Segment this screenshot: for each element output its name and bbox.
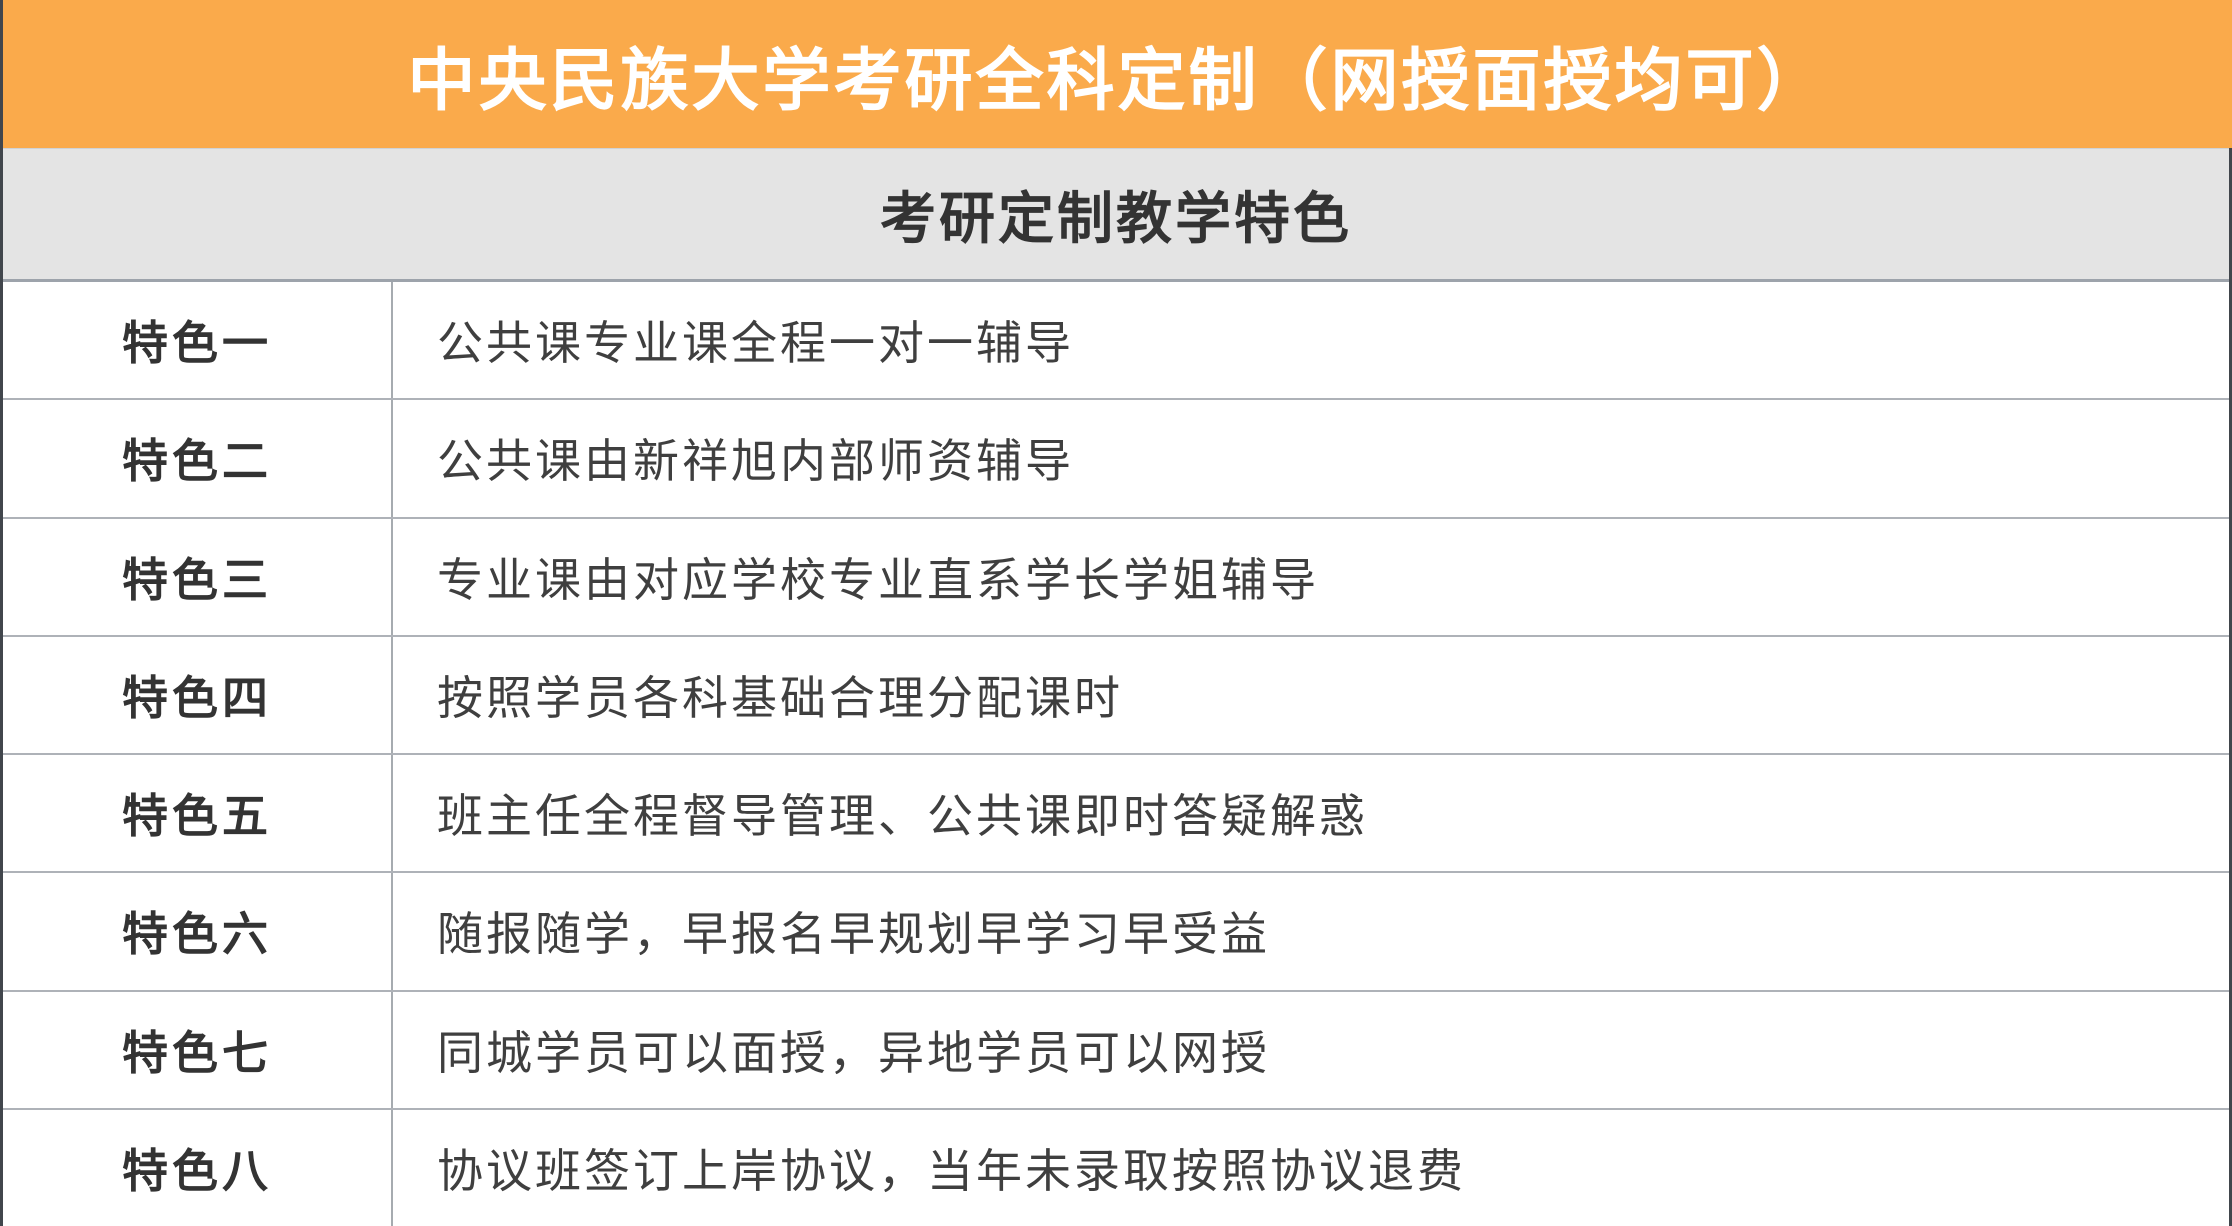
feature-table: 考研定制教学特色 特色一 公共课专业课全程一对一辅导 特色二 公共课由新祥旭内部… xyxy=(3,148,2232,1226)
feature-description: 按照学员各科基础合理分配课时 xyxy=(437,671,1123,724)
feature-label: 特色六 xyxy=(3,873,393,990)
feature-rows: 特色一 公共课专业课全程一对一辅导 特色二 公共课由新祥旭内部师资辅导 特色三 … xyxy=(3,282,2229,1226)
feature-label: 特色一 xyxy=(3,282,393,399)
feature-label: 特色三 xyxy=(3,518,393,635)
feature-label: 特色八 xyxy=(3,1109,393,1226)
feature-description: 公共课专业课全程一对一辅导 xyxy=(437,317,1074,370)
table-row: 特色四 按照学员各科基础合理分配课时 xyxy=(3,636,2229,755)
feature-label: 特色七 xyxy=(3,991,393,1108)
banner: 中央民族大学考研全科定制（网授面授均可） xyxy=(3,0,2232,148)
feature-description: 班主任全程督导管理、公共课即时答疑解惑 xyxy=(437,790,1368,843)
feature-description: 协议班签订上岸协议，当年未录取按照协议退费 xyxy=(437,1144,1466,1197)
table-row: 特色五 班主任全程督导管理、公共课即时答疑解惑 xyxy=(3,755,2229,874)
feature-description: 公共课由新祥旭内部师资辅导 xyxy=(437,435,1074,488)
table-row: 特色一 公共课专业课全程一对一辅导 xyxy=(3,282,2229,401)
feature-description: 同城学员可以面授，异地学员可以网授 xyxy=(437,1026,1270,1079)
feature-label: 特色二 xyxy=(3,400,393,517)
feature-description: 随报随学，早报名早规划早学习早受益 xyxy=(437,908,1270,961)
feature-description: 专业课由对应学校专业直系学长学姐辅导 xyxy=(437,553,1319,606)
table-row: 特色二 公共课由新祥旭内部师资辅导 xyxy=(3,400,2229,519)
table-row: 特色八 协议班签订上岸协议，当年未录取按照协议退费 xyxy=(3,1109,2229,1226)
table-row: 特色三 专业课由对应学校专业直系学长学姐辅导 xyxy=(3,518,2229,637)
table-row: 特色六 随报随学，早报名早规划早学习早受益 xyxy=(3,873,2229,992)
table-row: 特色七 同城学员可以面授，异地学员可以网授 xyxy=(3,991,2229,1110)
banner-title: 中央民族大学考研全科定制（网授面授均可） xyxy=(407,42,1828,119)
feature-label: 特色五 xyxy=(3,755,393,872)
subtitle-text: 考研定制教学特色 xyxy=(880,186,1352,250)
feature-label: 特色四 xyxy=(3,636,393,753)
subtitle-band: 考研定制教学特色 xyxy=(3,148,2229,282)
